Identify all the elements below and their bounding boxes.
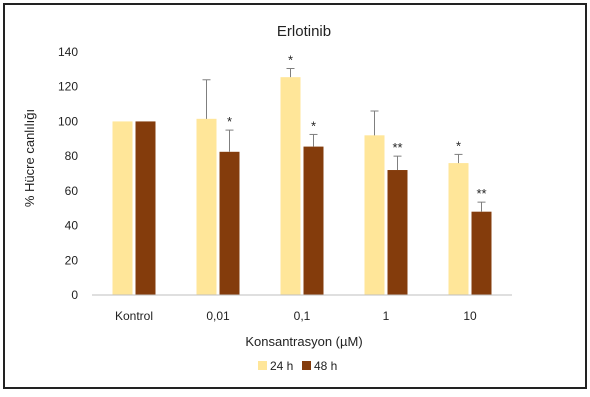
y-tick-label: 120: [58, 80, 78, 94]
x-axis-ticks: Kontrol 0,01 0,1 1 10: [115, 309, 477, 323]
bar: [471, 211, 492, 295]
bar: [219, 151, 240, 295]
significance-mark: *: [456, 138, 461, 153]
y-tick-label: 100: [58, 114, 78, 128]
error-bars-group: [202, 67, 486, 212]
x-tick-label: Kontrol: [115, 309, 153, 323]
bar: [448, 163, 469, 295]
y-tick-label: 80: [65, 149, 79, 163]
bar: [196, 118, 217, 295]
x-tick-label: 10: [463, 309, 477, 323]
legend-label: 24 h: [270, 359, 293, 373]
chart-title: Erlotinib: [277, 23, 331, 40]
significance-mark: *: [288, 52, 293, 67]
x-tick-label: 1: [383, 309, 390, 323]
y-tick-label: 60: [65, 184, 79, 198]
significance-mark: **: [392, 140, 402, 155]
bar: [280, 77, 301, 296]
y-tick-label: 20: [65, 253, 79, 267]
x-axis-label: Konsantrasyon (µM): [245, 334, 362, 349]
y-axis-ticks: 0 20 40 60 80 100 120 140: [58, 45, 78, 302]
significance-mark: **: [476, 186, 486, 201]
bar: [112, 121, 133, 295]
legend-label: 48 h: [314, 359, 337, 373]
x-tick-label: 0,01: [206, 309, 230, 323]
bars-group: [112, 77, 492, 296]
significance-mark: *: [311, 118, 316, 133]
legend-swatch: [302, 361, 311, 370]
bar: [364, 135, 385, 295]
x-tick-label: 0,1: [294, 309, 311, 323]
legend: 24 h 48 h: [258, 359, 337, 373]
legend-swatch: [258, 361, 267, 370]
bar: [303, 146, 324, 295]
y-tick-label: 40: [65, 219, 79, 233]
y-axis-label: % Hücre canlılığı: [22, 109, 37, 207]
y-tick-label: 140: [58, 45, 78, 59]
significance-mark: *: [227, 114, 232, 129]
bar: [135, 121, 156, 295]
y-tick-label: 0: [71, 288, 78, 302]
bar: [387, 170, 408, 295]
significance-marks-group: ***** ***: [227, 52, 487, 201]
